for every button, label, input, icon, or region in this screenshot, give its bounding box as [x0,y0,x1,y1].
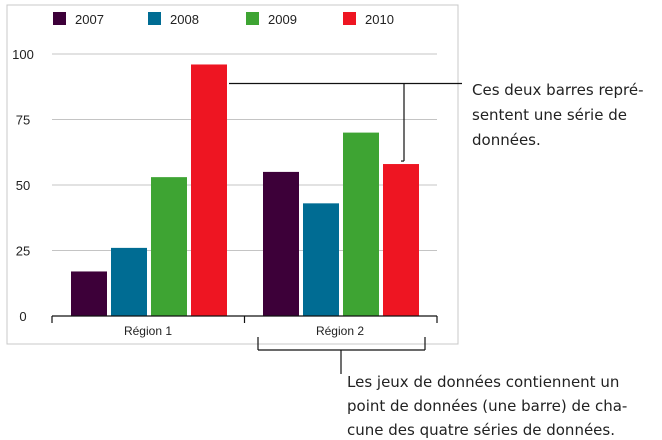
dataset-note-line-2: point de données (une barre) de cha- [347,397,627,415]
bar-2010-region-2 [383,164,419,316]
callout-lines [229,82,462,374]
bar-2009-region-2 [343,132,379,316]
legend-item-2009: 2009 [246,12,297,27]
y-tick-label: 100 [12,47,34,62]
category-label: Région 2 [316,324,364,338]
legend-swatch [246,12,259,25]
legend-label: 2009 [268,12,297,27]
bar-2008-region-2 [303,203,339,316]
category-label: Région 1 [124,324,172,338]
series-note-line-1: Ces deux barres repré- [472,81,644,99]
legend-item-2010: 2010 [343,12,394,27]
y-tick-label: 50 [16,178,30,193]
bar-2008-region-1 [111,247,147,316]
legend-swatch [148,12,161,25]
y-tick-label: 0 [19,309,26,324]
bars [71,64,419,316]
series-note-line-3: données. [472,131,541,149]
bar-2010-region-1 [191,64,227,316]
series-note: Ces deux barres repré- sentent une série… [472,81,648,149]
bar-2009-region-1 [151,177,187,316]
legend-swatch [343,12,356,25]
bar-2007-region-2 [263,171,299,316]
legend-label: 2008 [170,12,199,27]
legend-item-2008: 2008 [148,12,199,27]
dataset-note-line-3: cune des quatre séries de données. [347,421,615,439]
legend-item-2007: 2007 [53,12,104,27]
legend-swatch [53,12,66,25]
dataset-note: Les jeux de données contiennent un point… [347,373,632,439]
legend-label: 2007 [75,12,104,27]
series-note-line-2: sentent une série de [472,106,627,124]
bar-2007-region-1 [71,271,107,316]
legend: 2007 2008 2009 2010 [53,12,394,27]
x-axis: Région 1 Région 2 [51,315,438,338]
y-tick-label: 25 [16,244,30,259]
y-axis: 0 25 50 75 100 [12,47,34,324]
y-tick-label: 75 [16,113,30,128]
dataset-note-line-1: Les jeux de données contiennent un [347,373,619,391]
legend-label: 2010 [365,12,394,27]
